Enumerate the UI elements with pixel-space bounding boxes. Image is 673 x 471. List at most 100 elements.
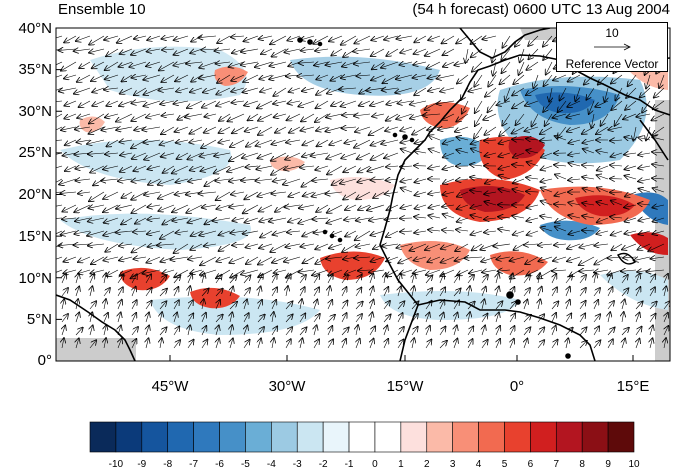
wind-vector [331,100,343,106]
wind-vector [243,231,259,234]
wind-vector [525,126,539,131]
wind-vector [89,35,105,45]
wind-vector [256,166,273,169]
wind-vector [664,338,666,349]
wind-vector [528,48,539,59]
colorbar-swatch [271,421,298,453]
wind-vector [159,327,167,336]
wind-vector [426,313,429,323]
wind-vector [147,49,161,52]
wind-vector [186,204,203,213]
wind-vector [216,87,231,95]
wind-vector [496,312,499,323]
wind-vector [579,301,586,310]
wind-vector [396,74,413,79]
wind-vector [372,61,385,69]
wind-vector [284,166,301,170]
wind-vector [555,227,567,232]
wind-vector [456,113,469,122]
wind-vector [482,36,497,39]
wind-vector [415,205,427,209]
wind-vector [326,114,343,117]
wind-vector [144,152,161,160]
wind-vector [329,35,343,41]
wind-vector [472,61,483,72]
wind-vector [316,100,329,108]
wind-vector [426,61,441,69]
wind-vector [582,165,595,166]
wind-vector [302,230,315,236]
y-tick-label: 30°N [18,103,52,120]
wind-vector [496,273,499,284]
wind-vector [594,300,598,310]
wind-vector [411,327,418,336]
wind-vector [215,49,231,51]
wind-vector [132,75,147,78]
wind-vector [244,35,259,41]
wind-vector [105,153,119,154]
wind-vector [649,287,655,297]
wind-vector [526,205,539,208]
wind-vector [502,35,511,48]
wind-vector [664,313,668,323]
wind-vector [636,313,640,323]
wind-vector [315,166,329,170]
wind-vector [565,328,573,336]
wind-vector [159,88,175,91]
wind-vector [199,61,217,68]
wind-vector [474,126,483,139]
wind-vector [538,287,542,297]
wind-vector [546,61,553,75]
wind-vector [471,48,483,57]
wind-vector [56,165,63,169]
wind-vector [638,153,651,155]
wind-vector [104,273,106,284]
wind-vector [188,257,203,259]
colorbar [89,421,635,453]
wind-vector [228,113,245,121]
wind-vector [159,275,166,284]
wind-vector [201,165,217,171]
wind-vector [117,35,133,43]
colorbar-swatch [193,421,220,453]
colorbar-tick-label: -4 [266,459,276,470]
wind-vector [300,299,302,310]
wind-vector [639,231,651,234]
wind-vector [454,62,469,65]
wind-vector [471,149,483,154]
wind-vector [300,287,305,297]
wind-vector [567,100,581,107]
wind-vector [216,325,219,336]
wind-vector [121,217,133,224]
wind-vector [216,100,231,106]
wind-vector [615,87,623,100]
wind-vector [622,299,625,310]
wind-vector [175,74,189,81]
wind-vector [172,165,189,173]
wind-vector [61,192,77,193]
wind-vector [555,136,567,140]
wind-vector [607,301,614,310]
wind-vector [133,257,147,259]
wind-vector [105,114,119,117]
wind-vector [512,87,525,96]
wind-vector [483,113,497,120]
wind-vector [515,35,525,47]
wind-vector [161,126,175,134]
wind-vector [442,230,455,231]
y-tick-label: 10°N [18,270,52,287]
wind-vector [341,100,357,106]
wind-vector [187,100,203,108]
wind-vector [230,338,233,349]
wind-vector [286,274,291,284]
wind-vector [510,257,525,261]
wind-vector [61,288,68,297]
wind-vector [299,205,315,208]
colorbar-swatch [167,421,194,453]
wind-vector [356,244,371,247]
wind-vector [159,61,175,70]
wind-vector [232,244,245,245]
wind-vector [471,231,483,235]
wind-vector [467,275,474,284]
wind-vector [524,339,527,349]
